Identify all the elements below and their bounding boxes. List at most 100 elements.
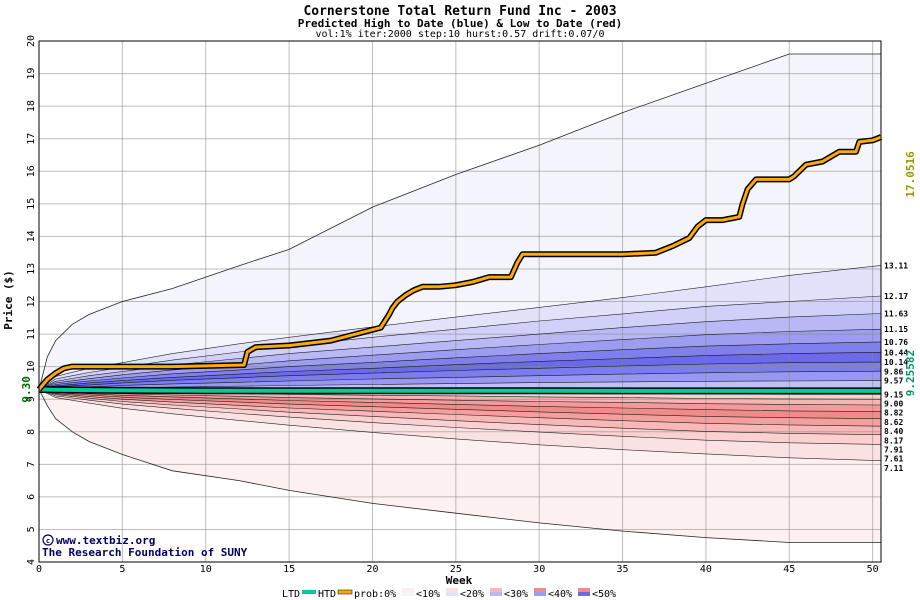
band-end-label-3: 11.15 bbox=[884, 325, 908, 334]
band-end-label-12: 8.62 bbox=[884, 418, 903, 427]
legend-item-label-3: <40% bbox=[548, 589, 572, 600]
lower-boundary-0 bbox=[38, 389, 881, 543]
chart-title: Cornerstone Total Return Fund Inc - 2003 bbox=[303, 4, 616, 19]
upper-band-2 bbox=[39, 296, 881, 390]
start-price-label: 9.30 bbox=[20, 376, 33, 403]
upper-band-9 bbox=[39, 380, 881, 390]
upper-band-7 bbox=[39, 362, 881, 390]
lower-band-3 bbox=[39, 389, 881, 435]
lower-boundary-2 bbox=[38, 389, 882, 445]
lower-band-7 bbox=[39, 389, 881, 405]
legend-prob-items: <10% <20% <30% <40% <50% bbox=[402, 588, 616, 600]
band-end-label-7: 9.86 bbox=[884, 367, 903, 376]
y-tick-20: 20 bbox=[26, 35, 37, 47]
lower-band-4 bbox=[39, 389, 881, 427]
x-tick-50: 50 bbox=[867, 564, 879, 575]
legend-swatch-blue-1 bbox=[446, 592, 458, 596]
band-end-label-10: 9.00 bbox=[884, 400, 903, 409]
chart-subtitle: Predicted High to Date (blue) & Low to D… bbox=[298, 17, 623, 30]
band-end-label-6: 10.14 bbox=[884, 358, 908, 367]
y-tick-19: 19 bbox=[26, 68, 37, 80]
upper-boundary-0 bbox=[38, 53, 881, 390]
y-axis-label: Price ($) bbox=[2, 270, 15, 330]
series-lines bbox=[36, 134, 883, 395]
band-end-label-11: 8.82 bbox=[884, 409, 903, 418]
upper-band-0 bbox=[39, 54, 881, 390]
legend-htd-swatch bbox=[337, 589, 353, 595]
lower-band-0 bbox=[39, 389, 881, 543]
x-tick-20: 20 bbox=[366, 564, 378, 575]
upper-boundary-3 bbox=[38, 313, 882, 390]
band-end-label-5: 10.44 bbox=[884, 348, 908, 357]
band-end-label-17: 7.11 bbox=[884, 464, 903, 473]
watermark-url: www.textbiz.org bbox=[56, 534, 155, 547]
y-tick-17: 17 bbox=[26, 133, 37, 145]
y-tick-8: 8 bbox=[26, 429, 37, 435]
legend-swatch-red-0 bbox=[402, 588, 414, 592]
legend-swatch-red-4 bbox=[578, 588, 590, 592]
y-tick-18: 18 bbox=[26, 100, 37, 112]
legend-swatch-blue-0 bbox=[402, 592, 414, 596]
ltd-final-label: 9.25582 bbox=[904, 350, 917, 396]
upper-band-8 bbox=[39, 371, 881, 390]
watermark-org: The Research Foundation of SUNY bbox=[42, 546, 248, 559]
probability-bands bbox=[39, 54, 881, 543]
band-end-labels: 13.1112.1711.6311.1510.7610.4410.149.869… bbox=[884, 261, 908, 473]
y-tick-13: 13 bbox=[26, 263, 37, 275]
legend-item-label-4: <50% bbox=[592, 589, 616, 600]
x-tick-35: 35 bbox=[617, 564, 629, 575]
band-end-label-14: 8.17 bbox=[884, 436, 903, 445]
upper-boundary-5 bbox=[38, 341, 882, 390]
legend-item-label-0: <10% bbox=[416, 589, 440, 600]
y-tick-10: 10 bbox=[26, 361, 37, 373]
legend-swatch-red-1 bbox=[446, 588, 458, 592]
y-tick-12: 12 bbox=[26, 295, 37, 307]
band-end-label-0: 13.11 bbox=[884, 261, 908, 270]
legend-item-label-1: <20% bbox=[460, 589, 484, 600]
band-end-label-1: 12.17 bbox=[884, 292, 908, 301]
legend-ltd-swatch bbox=[302, 590, 316, 594]
x-tick-labels: 0 5 10 15 20 25 30 35 40 45 50 bbox=[36, 564, 879, 575]
y-tick-16: 16 bbox=[26, 165, 37, 177]
band-end-label-9: 9.15 bbox=[884, 390, 903, 399]
ltd-line bbox=[38, 387, 881, 393]
band-end-label-13: 8.40 bbox=[884, 427, 903, 436]
lower-boundary-3 bbox=[38, 389, 882, 435]
htd-line bbox=[37, 135, 882, 391]
y-tick-labels: 4 5 6 7 8 9 10 11 12 13 14 15 16 17 18 19 20 bbox=[26, 35, 37, 565]
band-end-label-16: 7.61 bbox=[884, 455, 903, 464]
legend-swatch-blue-4 bbox=[578, 592, 590, 596]
htd-final-label: 17.0516 bbox=[904, 151, 917, 198]
y-tick-7: 7 bbox=[26, 461, 37, 467]
upper-band-6 bbox=[39, 352, 881, 390]
legend-htd-label: HTD bbox=[318, 589, 336, 600]
y-tick-15: 15 bbox=[26, 198, 37, 210]
legend-swatch-blue-2 bbox=[490, 592, 502, 596]
y-tick-11: 11 bbox=[26, 328, 37, 340]
lower-boundary-1 bbox=[38, 389, 882, 461]
x-tick-10: 10 bbox=[200, 564, 212, 575]
band-end-label-4: 10.76 bbox=[884, 338, 908, 347]
chart-params: vol:1% iter:2000 step:10 hurst:0.57 drif… bbox=[316, 29, 605, 40]
lower-band-2 bbox=[39, 389, 881, 445]
upper-band-1 bbox=[39, 265, 881, 390]
upper-boundary-2 bbox=[38, 295, 882, 390]
watermark: c www.textbiz.org The Research Foundatio… bbox=[42, 534, 248, 559]
lower-band-5 bbox=[39, 389, 881, 419]
upper-band-4 bbox=[39, 329, 881, 390]
svg-text:c: c bbox=[46, 537, 50, 545]
x-tick-45: 45 bbox=[783, 564, 795, 575]
legend-item-label-2: <30% bbox=[504, 589, 528, 600]
x-axis-label: Week bbox=[446, 574, 473, 587]
y-tick-5: 5 bbox=[26, 526, 37, 532]
x-tick-30: 30 bbox=[533, 564, 545, 575]
y-tick-9: 9 bbox=[26, 396, 37, 402]
x-tick-25: 25 bbox=[450, 564, 462, 575]
y-tick-6: 6 bbox=[26, 494, 37, 500]
x-tick-40: 40 bbox=[700, 564, 712, 575]
x-tick-15: 15 bbox=[283, 564, 295, 575]
legend-prob-label: prob:0% bbox=[354, 589, 396, 600]
y-tick-4: 4 bbox=[26, 559, 37, 565]
